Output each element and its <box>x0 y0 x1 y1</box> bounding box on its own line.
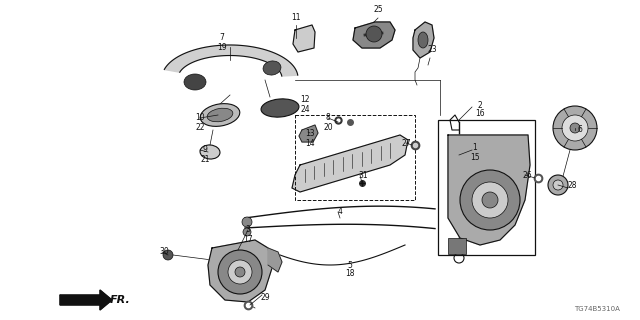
Text: 17: 17 <box>243 235 253 244</box>
Text: 6: 6 <box>577 125 582 134</box>
Circle shape <box>553 180 563 190</box>
Text: 24: 24 <box>300 105 310 114</box>
Ellipse shape <box>207 108 233 122</box>
Ellipse shape <box>263 61 281 75</box>
Text: 9: 9 <box>203 146 207 155</box>
Circle shape <box>242 217 252 227</box>
Text: 2: 2 <box>477 100 483 109</box>
Polygon shape <box>268 248 282 272</box>
Text: 26: 26 <box>522 171 532 180</box>
Text: 15: 15 <box>470 153 480 162</box>
Bar <box>295 115 415 200</box>
Text: 8: 8 <box>326 114 330 123</box>
Ellipse shape <box>200 145 220 159</box>
Text: 14: 14 <box>305 139 315 148</box>
Bar <box>438 120 535 255</box>
Circle shape <box>570 123 580 133</box>
Circle shape <box>460 170 520 230</box>
Bar <box>448 238 466 254</box>
Text: 28: 28 <box>567 180 577 189</box>
Text: 23: 23 <box>427 45 437 54</box>
Circle shape <box>228 260 252 284</box>
Text: TG74B5310A: TG74B5310A <box>574 306 620 312</box>
Text: 12: 12 <box>300 95 310 105</box>
Circle shape <box>366 26 382 42</box>
Text: 30: 30 <box>159 247 169 257</box>
Text: 5: 5 <box>348 260 353 269</box>
Polygon shape <box>299 125 318 142</box>
Text: 4: 4 <box>337 207 342 217</box>
Text: 7: 7 <box>220 34 225 43</box>
Text: 29: 29 <box>260 292 270 301</box>
Text: 11: 11 <box>291 13 301 22</box>
Polygon shape <box>164 45 298 76</box>
Text: FR.: FR. <box>110 295 131 305</box>
Polygon shape <box>292 135 408 192</box>
Text: 22: 22 <box>195 123 205 132</box>
Circle shape <box>553 106 597 150</box>
Circle shape <box>482 192 498 208</box>
Text: 25: 25 <box>373 5 383 14</box>
Text: 10: 10 <box>195 114 205 123</box>
Circle shape <box>472 182 508 218</box>
Ellipse shape <box>184 74 206 90</box>
Text: 16: 16 <box>475 109 485 118</box>
Polygon shape <box>353 22 395 48</box>
Ellipse shape <box>418 32 428 48</box>
Circle shape <box>548 175 568 195</box>
Polygon shape <box>208 240 272 302</box>
Circle shape <box>235 267 245 277</box>
Ellipse shape <box>261 99 299 117</box>
Text: 1: 1 <box>472 143 477 153</box>
Circle shape <box>163 250 173 260</box>
Polygon shape <box>448 135 530 245</box>
Text: 20: 20 <box>323 123 333 132</box>
Text: 19: 19 <box>217 43 227 52</box>
Polygon shape <box>60 290 112 310</box>
Text: 18: 18 <box>345 269 355 278</box>
Polygon shape <box>413 22 434 58</box>
Circle shape <box>454 253 464 263</box>
Ellipse shape <box>200 104 240 126</box>
Text: 27: 27 <box>401 139 411 148</box>
Text: 13: 13 <box>305 129 315 138</box>
Text: 21: 21 <box>200 155 210 164</box>
Circle shape <box>243 228 251 236</box>
Text: 3: 3 <box>246 226 250 235</box>
Circle shape <box>218 250 262 294</box>
Text: 31: 31 <box>358 171 368 180</box>
Polygon shape <box>293 25 315 52</box>
Circle shape <box>562 115 588 141</box>
